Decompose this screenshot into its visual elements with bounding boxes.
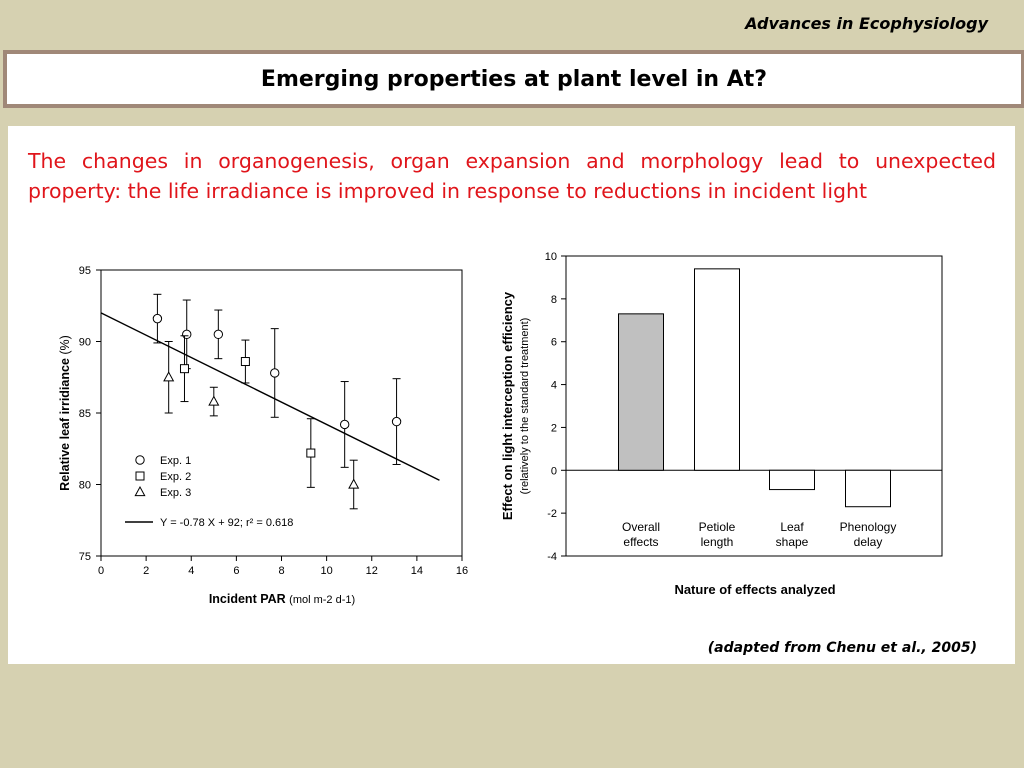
bar-x-axis-label: Nature of effects analyzed — [674, 582, 835, 597]
bar-category-label: delay — [854, 535, 883, 549]
data-point-circle — [270, 368, 280, 378]
bar-y-axis-label: Effect on light interception efficiency — [500, 291, 515, 520]
bar-category-label: Overall — [622, 520, 660, 534]
data-point-circle — [213, 329, 224, 340]
scatter-x-tick-label: 10 — [321, 565, 333, 577]
citation: (adapted from Chenu et al., 2005) — [707, 640, 977, 656]
bar-category-label: Petiole — [699, 520, 736, 534]
scatter-x-axis-unit: (mol m-2 d-1) — [289, 594, 355, 606]
bar-y-tick-label: 10 — [545, 251, 557, 263]
data-point-triangle — [208, 395, 220, 406]
scatter-x-tick-label: 12 — [366, 565, 378, 577]
bar-y-tick-label: 8 — [551, 294, 557, 306]
scatter-y-tick-label: 90 — [79, 337, 91, 349]
bar — [618, 313, 664, 471]
header-label: Advances in Ecophysiology — [745, 14, 988, 33]
bar — [769, 469, 815, 491]
legend-label: Exp. 1 — [160, 455, 191, 467]
bar-y-tick-label: -4 — [547, 551, 557, 563]
data-point-triangle — [348, 478, 360, 489]
data-point-square — [179, 364, 189, 374]
legend-marker-triangle — [134, 485, 146, 497]
fit-equation-label: Y = -0.78 X + 92; r² = 0.618 — [160, 517, 293, 529]
bar-y-tick-label: 4 — [551, 380, 557, 392]
scatter-y-axis-unit: (%) — [58, 335, 72, 354]
scatter-x-tick-label: 0 — [98, 565, 104, 577]
data-point-circle — [339, 419, 350, 430]
scatter-x-axis-label: Incident PAR (mol m-2 d-1) — [209, 592, 355, 606]
scatter-y-tick-label: 80 — [79, 480, 91, 492]
scatter-y-tick-label: 95 — [79, 265, 91, 277]
slide-title: Emerging properties at plant level in At… — [260, 66, 768, 92]
scatter-y-axis-label: Relative leaf irridiance (%) — [58, 335, 72, 491]
scatter-x-tick-label: 6 — [233, 565, 239, 577]
scatter-y-axis-title: Relative leaf irridiance — [58, 358, 72, 491]
legend-marker-circle — [135, 455, 145, 465]
legend-marker-square — [135, 471, 145, 481]
title-box: Emerging properties at plant level in At… — [3, 50, 1024, 108]
bar-y-axis-sublabel: (relatively to the standard treatment) — [519, 318, 531, 495]
data-point-triangle — [163, 371, 175, 382]
body-text: The changes in organogenesis, organ expa… — [28, 149, 996, 203]
bar-category-label: shape — [776, 535, 809, 549]
bar-category-label: effects — [623, 535, 658, 549]
bar — [694, 268, 740, 471]
bar — [845, 469, 891, 508]
scatter-y-tick-label: 75 — [79, 551, 91, 563]
bar-category-label: length — [701, 535, 734, 549]
data-point-circle — [152, 313, 163, 324]
bar-y-tick-label: 0 — [551, 465, 557, 477]
bar-y-tick-label: -2 — [547, 508, 557, 520]
bar-category-label: Phenology — [840, 520, 897, 534]
scatter-x-tick-label: 2 — [143, 565, 149, 577]
bar-y-tick-label: 6 — [551, 337, 557, 349]
scatter-x-tick-label: 14 — [411, 565, 423, 577]
bar-plot-frame — [565, 255, 943, 557]
bar-y-tick-label: 2 — [551, 422, 557, 434]
scatter-x-tick-label: 16 — [456, 565, 468, 577]
data-point-square — [306, 448, 316, 458]
scatter-y-tick-label: 85 — [79, 408, 91, 420]
scatter-x-axis-title: Incident PAR — [209, 592, 286, 606]
data-point-square — [240, 357, 250, 367]
legend-label: Exp. 3 — [160, 487, 191, 499]
scatter-x-tick-label: 8 — [278, 565, 284, 577]
legend-label: Exp. 2 — [160, 471, 191, 483]
scatter-x-tick-label: 4 — [188, 565, 194, 577]
bar-category-label: Leaf — [780, 520, 804, 534]
data-point-circle — [391, 416, 402, 427]
content-panel: The changes in organogenesis, organ expa… — [8, 126, 1015, 664]
